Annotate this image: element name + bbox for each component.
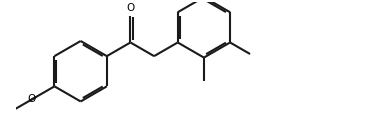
Text: O: O — [126, 3, 135, 13]
Text: O: O — [28, 94, 36, 104]
